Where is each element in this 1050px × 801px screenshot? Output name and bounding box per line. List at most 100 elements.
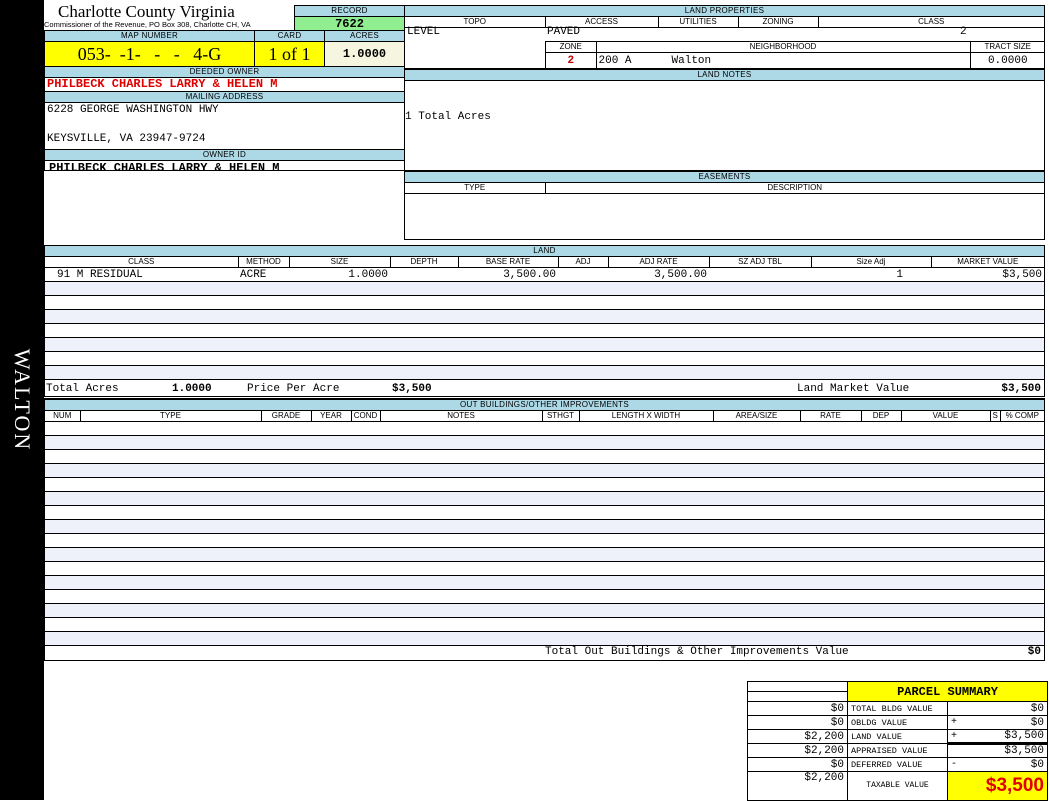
card-label: CARD <box>255 31 324 42</box>
outbuilding-row <box>45 547 1044 562</box>
parcel-id-row: MAP NUMBER 053- -1- - - 4-G CARD 1 of 1 AC… <box>44 30 405 67</box>
land-adj-rate-header: ADJ RATE <box>607 257 709 268</box>
record-box: RECORD 7622 <box>294 5 405 31</box>
easement-type-header: TYPE <box>405 183 545 194</box>
land-size: 1.0000 <box>289 267 390 282</box>
summary-value: $3,500 <box>959 729 1048 745</box>
outbuilding-row <box>45 533 1044 548</box>
land-adj-header: ADJ <box>557 257 608 268</box>
mailing-address-label: MAILING ADDRESS <box>45 91 404 103</box>
taxable-prior: $2,200 <box>747 771 848 801</box>
zone-header: ZONE <box>546 42 596 53</box>
outbuilding-row <box>45 421 1044 436</box>
summary-label: OBLDG VALUE <box>847 715 948 730</box>
ob-dep-header: DEP <box>860 411 901 422</box>
owner-section: DEEDED OWNER PHILBECK CHARLES LARRY & HE… <box>44 66 405 175</box>
district-label: WALTON <box>10 348 35 452</box>
summary-value: $3,500 <box>959 743 1048 758</box>
page-subtitle: Commissioner of the Revenue, PO Box 308,… <box>44 20 251 29</box>
summary-prior: $0 <box>747 715 848 730</box>
neighborhood-code: 200 A <box>598 54 632 67</box>
owner-id-label: OWNER ID <box>45 149 404 161</box>
outbuilding-row <box>45 603 1044 618</box>
outbuildings-title: OUT BUILDINGS/OTHER IMPROVEMENTS <box>45 400 1044 411</box>
outbuilding-row <box>45 575 1044 590</box>
ob-length-width-header: LENGTH X WIDTH <box>578 411 713 422</box>
land-market-value: $3,500 <box>931 267 1044 282</box>
land-depth-header: DEPTH <box>389 257 458 268</box>
price-per-acre-label: Price Per Acre <box>247 383 340 395</box>
summary-label: LAND VALUE <box>847 729 948 744</box>
outbuilding-row <box>45 449 1044 464</box>
summary-prior: $0 <box>747 701 848 716</box>
map-number-label: MAP NUMBER <box>45 31 254 42</box>
summary-operator <box>947 701 960 716</box>
land-totals: Total Acres 1.0000 Price Per Acre $3,500… <box>45 380 1044 398</box>
parcel-summary: PARCEL SUMMARY $0 TOTAL BLDG VALUE $0 $0 OBL… <box>747 681 1048 801</box>
access-header: ACCESS <box>544 17 658 28</box>
class-value: 2 <box>960 26 967 38</box>
summary-row: $2,200 APPRAISED VALUE $3,500 <box>747 743 1048 758</box>
land-market-value-label: Land Market Value <box>797 383 910 395</box>
deeded-owner: PHILBECK CHARLES LARRY & HELEN M <box>47 77 278 91</box>
land-market-value-header: MARKET VALUE <box>930 257 1044 268</box>
summary-row: $0 DEFERRED VALUE - $0 <box>747 757 1048 772</box>
topo-header: TOPO <box>405 17 545 28</box>
land-class: 91 M RESIDUAL <box>45 267 238 282</box>
outbuilding-row <box>45 505 1044 520</box>
tract-size-header: TRACT SIZE <box>969 42 1045 53</box>
land-properties-title: LAND PROPERTIES <box>405 6 1044 17</box>
outbuildings-section: OUT BUILDINGS/OTHER IMPROVEMENTS NUM TYPE… <box>44 398 1045 661</box>
ob-year-header: YEAR <box>310 411 351 422</box>
summary-prior: $0 <box>747 757 848 772</box>
land-notes-title: LAND NOTES <box>405 70 1044 81</box>
land-section: LAND CLASS METHOD SIZE DEPTH BASE RATE ADJ ADJ… <box>44 245 1045 397</box>
outbuilding-row <box>45 561 1044 576</box>
ob-grade-header: GRADE <box>260 411 311 422</box>
land-notes: LAND NOTES 1 Total Acres <box>404 69 1045 171</box>
ob-total-value: $0 <box>1027 646 1041 658</box>
ob-area-header: AREA/SIZE <box>712 411 800 422</box>
ob-cond-header: COND <box>350 411 380 422</box>
topo-value: LEVEL <box>407 26 441 38</box>
land-row: 91 M RESIDUAL ACRE 1.0000 3,500.00 3,500.00 1… <box>45 267 1044 282</box>
summary-operator: + <box>947 729 960 745</box>
outbuilding-row <box>45 477 1044 492</box>
neighborhood-header: NEIGHBORHOOD <box>595 42 970 53</box>
summary-label: APPRAISED VALUE <box>847 743 948 758</box>
utilities-header: UTILITIES <box>657 17 738 28</box>
easement-description-header: DESCRIPTION <box>544 183 1044 194</box>
summary-operator: - <box>947 757 960 772</box>
land-sz-adj-tbl-header: SZ ADJ TBL <box>708 257 811 268</box>
ob-rate-header: RATE <box>799 411 861 422</box>
land-class-header: CLASS <box>45 257 238 268</box>
land-method-header: METHOD <box>237 257 289 268</box>
land-base-rate: 3,500.00 <box>458 267 558 282</box>
easements-title: EASEMENTS <box>405 172 1044 183</box>
parcel-summary-title: PARCEL SUMMARY <box>847 681 1048 702</box>
record-label: RECORD <box>295 6 404 17</box>
land-adj <box>558 267 608 282</box>
summary-value: $0 <box>959 701 1048 716</box>
tract-size-value: 0.0000 <box>969 52 1045 69</box>
acres-value: 1.0000 <box>325 42 404 67</box>
card-number: 1 of 1 <box>255 42 324 67</box>
summary-operator <box>947 743 960 758</box>
address-line-2: KEYSVILLE, VA 23947-9724 <box>47 133 206 145</box>
land-size-adj: 1 <box>811 267 931 282</box>
summary-operator: + <box>947 715 960 730</box>
land-properties: LAND PROPERTIES TOPO ACCESS UTILITIES ZONIN… <box>404 5 1045 69</box>
summary-prior: $2,200 <box>747 743 848 758</box>
land-market-value-total: $3,500 <box>1001 383 1041 395</box>
land-notes-text: 1 Total Acres <box>405 111 491 123</box>
outbuilding-row <box>45 519 1044 534</box>
taxable-value: $3,500 <box>947 771 1048 801</box>
summary-value: $0 <box>959 715 1048 730</box>
easements: EASEMENTS TYPE DESCRIPTION <box>404 171 1045 240</box>
ob-sthgt-header: STHGT <box>541 411 579 422</box>
price-per-acre-value: $3,500 <box>392 383 432 395</box>
map-number: 053- -1- - - 4-G <box>45 42 254 67</box>
ob-type-header: TYPE <box>79 411 261 422</box>
outbuilding-row <box>45 463 1044 478</box>
summary-value: $0 <box>959 757 1048 772</box>
